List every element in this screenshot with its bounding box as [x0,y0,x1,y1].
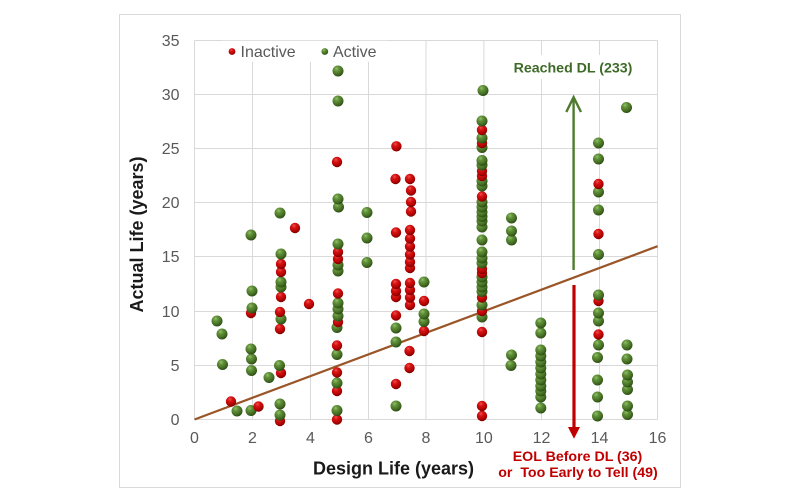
svg-text:10: 10 [475,430,493,447]
svg-text:5: 5 [171,358,180,375]
svg-text:20: 20 [162,195,180,212]
svg-text:14: 14 [591,430,609,447]
svg-text:0: 0 [190,430,199,447]
svg-text:Active: Active [333,44,377,61]
svg-text:2: 2 [248,430,257,447]
svg-text:4: 4 [306,430,315,447]
svg-text:10: 10 [162,304,180,321]
svg-text:6: 6 [364,430,373,447]
svg-text:Design Life (years): Design Life (years) [313,459,474,479]
svg-text:EOL Before DL (36): EOL Before DL (36) [513,449,643,465]
svg-text:16: 16 [649,430,667,447]
svg-text:Actual Life (years): Actual Life (years) [127,156,147,312]
svg-text:15: 15 [162,249,180,266]
svg-text:Reached DL (233): Reached DL (233) [514,61,633,77]
svg-text:0: 0 [171,412,180,429]
svg-text:or Too Early to Tell (49): or Too Early to Tell (49) [498,465,658,481]
svg-text:35: 35 [162,33,180,50]
svg-text:8: 8 [422,430,431,447]
svg-text:Inactive: Inactive [241,44,296,61]
svg-text:12: 12 [533,430,551,447]
svg-text:30: 30 [162,87,180,104]
svg-text:25: 25 [162,141,180,158]
